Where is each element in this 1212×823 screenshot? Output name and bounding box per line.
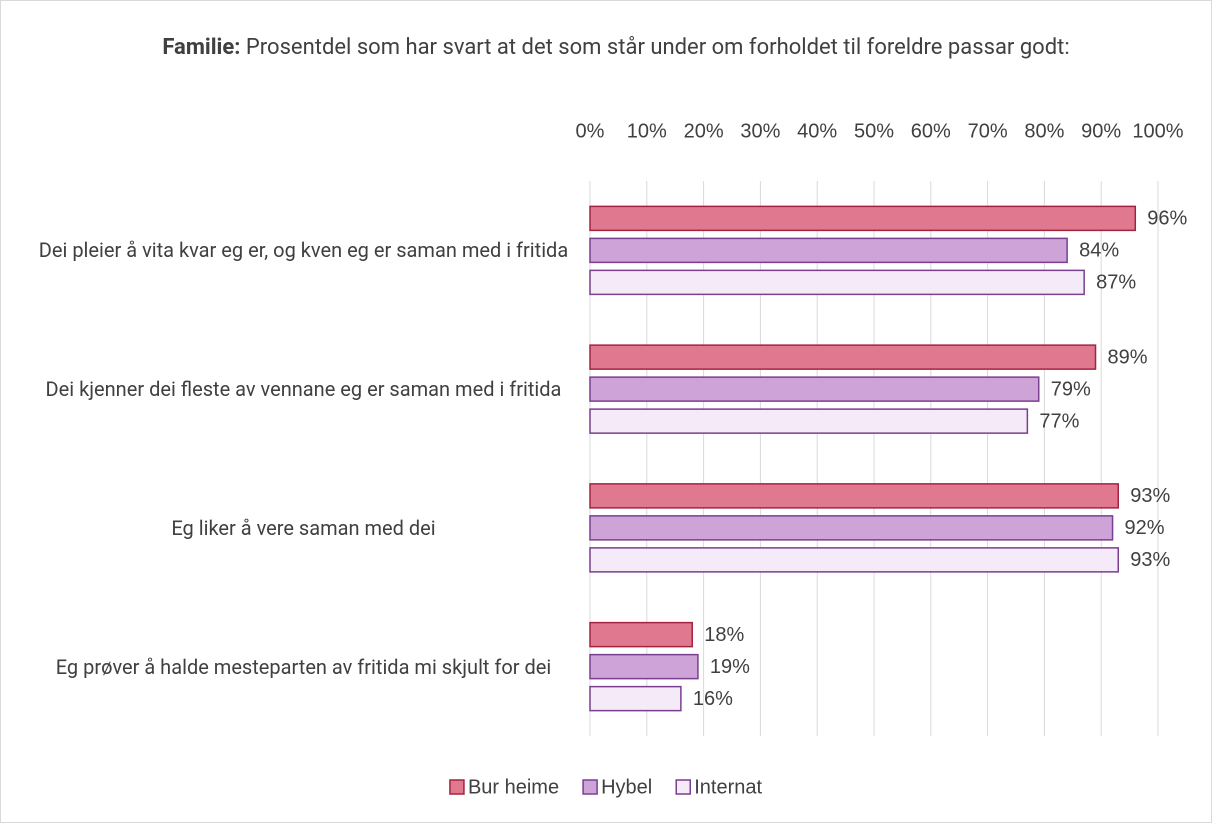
bar (589, 408, 1029, 434)
x-tick-label: 70% (968, 120, 1008, 142)
category-label: Dei kjenner dei fleste av vennane eg er … (45, 377, 562, 402)
legend-label: Internat (694, 776, 762, 798)
category-label: Eg liker å vere saman med dei (171, 515, 436, 540)
bar (589, 685, 682, 712)
value-label: 96% (1147, 208, 1187, 230)
legend-label: Bur heime (468, 776, 559, 798)
value-label: 93% (1130, 485, 1170, 507)
title-prefix: Familie: (162, 35, 241, 60)
value-label: 16% (693, 688, 733, 710)
x-tick-label: 30% (740, 120, 780, 142)
bar (589, 483, 1119, 509)
x-tick-label: 60% (911, 120, 951, 142)
x-tick-label: 90% (1081, 120, 1121, 142)
bar (589, 653, 699, 680)
bar (589, 269, 1085, 296)
category-label: Eg prøver å halde mesteparten av fritida… (55, 654, 552, 679)
bar (589, 515, 1114, 541)
bar (589, 621, 693, 648)
legend-swatch (675, 779, 691, 795)
title-text: Prosentdel som har svart at det som står… (245, 35, 1070, 60)
bar (589, 547, 1119, 573)
bar (589, 205, 1137, 232)
legend-label: Hybel (601, 776, 652, 798)
legend-swatch (582, 779, 598, 795)
chart-title: Familie: Prosentdel som har svart at det… (141, 31, 1091, 64)
bar (589, 237, 1068, 264)
x-tick-label: 100% (1132, 120, 1183, 142)
x-tick-label: 20% (684, 120, 724, 142)
legend-swatch (449, 779, 465, 795)
value-label: 19% (710, 656, 750, 678)
value-label: 18% (704, 624, 744, 646)
x-tick-label: 40% (797, 120, 837, 142)
value-label: 77% (1039, 410, 1079, 432)
value-label: 79% (1051, 378, 1091, 400)
x-tick-label: 80% (1024, 120, 1064, 142)
value-label: 93% (1130, 549, 1170, 571)
x-tick-label: 50% (854, 120, 894, 142)
value-label: 84% (1079, 240, 1119, 262)
value-label: 92% (1125, 517, 1165, 539)
bar (589, 344, 1097, 370)
x-tick-label: 0% (576, 120, 605, 142)
value-label: 87% (1096, 272, 1136, 294)
x-tick-label: 10% (627, 120, 667, 142)
bar (589, 376, 1040, 402)
category-label: Dei pleier å vita kvar eg er, og kven eg… (38, 238, 569, 263)
value-label: 89% (1108, 346, 1148, 368)
